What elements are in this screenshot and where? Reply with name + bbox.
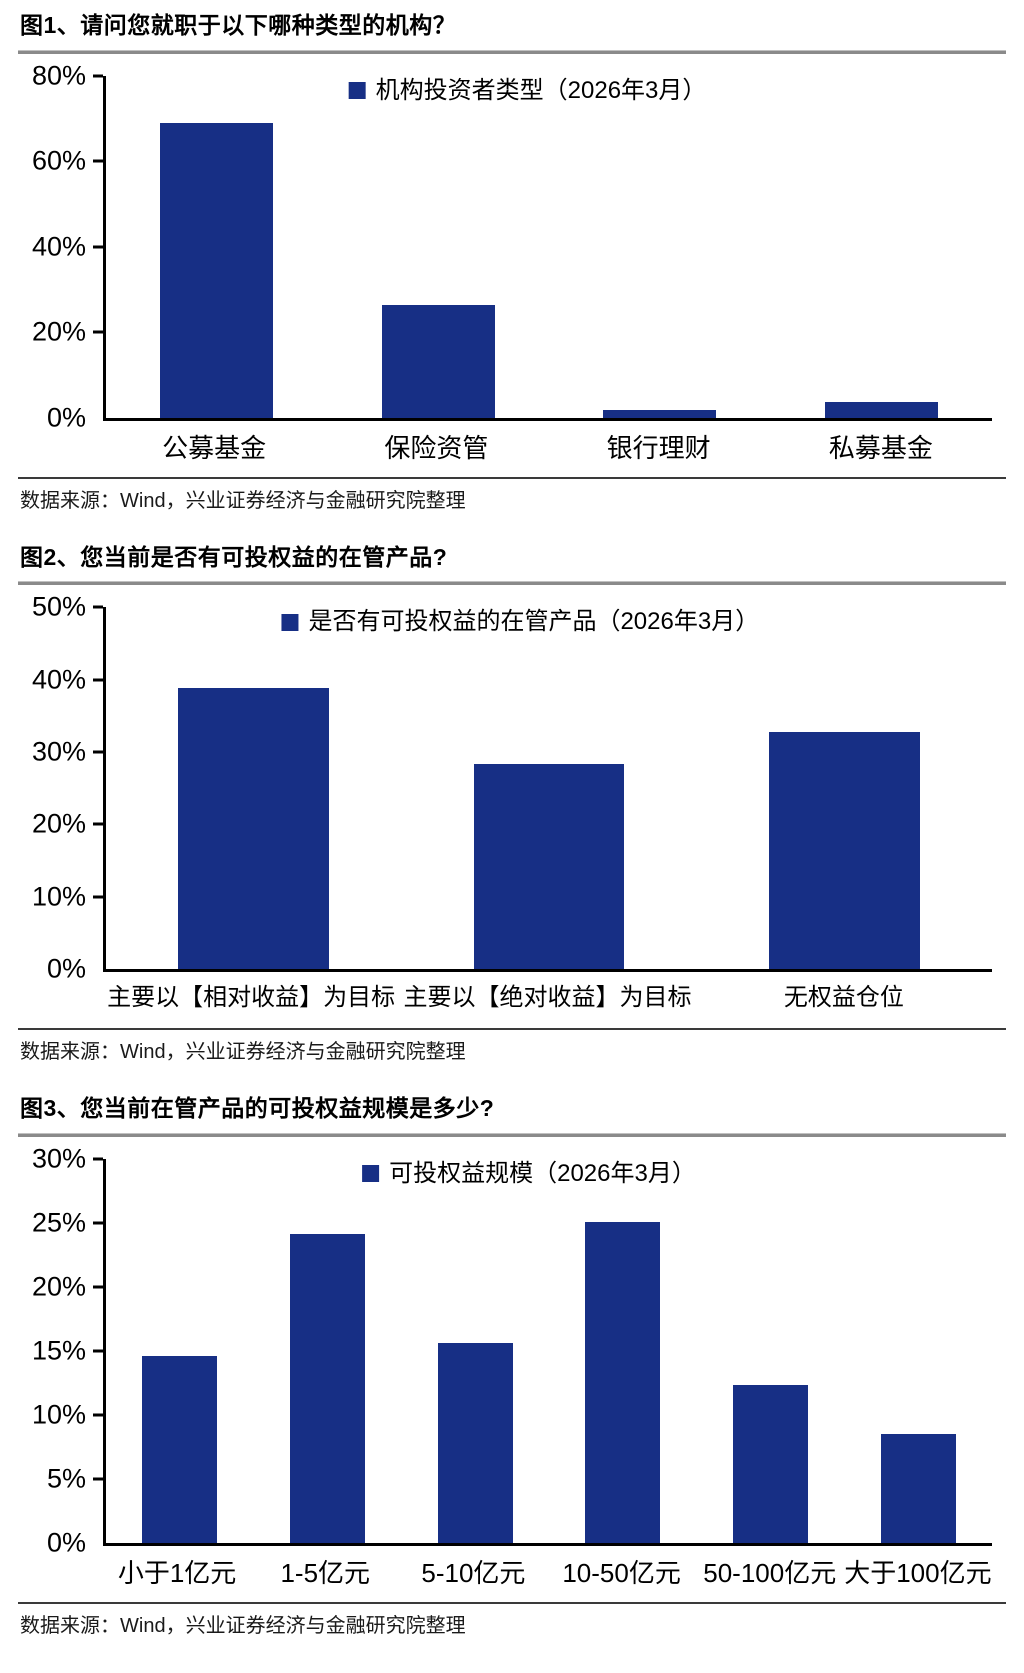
y-axis-tick-label: 10% [31, 881, 86, 912]
y-axis-tick-mark [93, 605, 103, 609]
y-axis-tick-label: 40% [31, 231, 86, 262]
bar-银行理财 [603, 409, 717, 418]
figure-1-data-source: 数据来源：Wind，兴业证券经济与金融研究院整理 [20, 489, 466, 512]
figure-2: 图2、您当前是否有可投权益的在管产品? 0% 10% 20% 30% 40% 50% 是否有… [18, 544, 1006, 1066]
bar-私募基金 [824, 401, 938, 418]
x-axis-category-label: 主要以【绝对收益】为目标 [403, 984, 692, 1012]
figure-3-bar-chart: 0% 5% 10% 15% 20% 25% 30% 可投权益规模（2026年3月） [32, 1145, 992, 1556]
bar-小于1亿元 [142, 1355, 218, 1543]
y-axis-tick-label: 30% [31, 1143, 86, 1174]
bar-主要以【绝对收益】为目标 [473, 764, 625, 970]
legend-label: 机构投资者类型（2026年3月） [375, 76, 707, 104]
y-axis-tick-mark [93, 330, 103, 334]
x-axis-category-label: 公募基金 [162, 432, 267, 463]
y-axis-tick-mark [93, 1477, 103, 1481]
x-axis-category-label: 无权益仓位 [783, 984, 904, 1012]
legend-label: 可投权益规模（2026年3月） [389, 1159, 696, 1187]
figure-1-title: 图1、请问您就职于以下哪种类型的机构？ [20, 12, 457, 38]
y-axis-tick-mark [93, 678, 103, 682]
x-axis-category-label: 保险资管 [384, 432, 489, 463]
x-axis-category-label: 大于100亿元 [844, 1557, 992, 1588]
y-axis-tick-mark [93, 1349, 103, 1353]
x-axis-category-label: 50-100亿元 [703, 1557, 837, 1588]
legend-swatch-icon [362, 1165, 380, 1183]
y-axis-tick-label: 60% [31, 145, 86, 176]
figure-3-data-source: 数据来源：Wind，兴业证券经济与金融研究院整理 [20, 1614, 466, 1637]
y-axis-tick-mark [93, 245, 103, 249]
y-axis-tick-mark [93, 750, 103, 754]
bar-大于100亿元 [880, 1433, 956, 1543]
y-axis-tick-label: 10% [31, 1399, 86, 1430]
bar-主要以【相对收益】为目标 [178, 688, 329, 970]
y-axis-tick-mark [93, 74, 103, 78]
y-axis-tick-label: 0% [46, 402, 86, 433]
y-axis-tick-mark [93, 895, 103, 899]
y-axis-tick-mark [93, 1157, 103, 1161]
y-axis-tick-mark [93, 1413, 103, 1417]
legend-swatch-icon [281, 613, 299, 631]
chart-legend: 机构投资者类型（2026年3月） [348, 76, 707, 104]
title-divider [18, 49, 1006, 54]
y-axis-tick-mark [93, 822, 103, 826]
x-axis-category-label: 私募基金 [828, 432, 933, 463]
y-axis-tick-label: 20% [31, 1271, 86, 1302]
y-axis-tick-label: 30% [31, 736, 86, 767]
bar-公募基金 [160, 123, 274, 418]
y-axis-tick-label: 5% [46, 1463, 86, 1494]
bar-1-5亿元 [289, 1234, 366, 1543]
source-divider [18, 476, 1006, 479]
y-axis-tick-label: 20% [31, 316, 86, 347]
legend-label: 是否有可投权益的在管产品（2026年3月） [308, 608, 760, 636]
y-axis-tick-label: 20% [31, 808, 86, 839]
y-axis-tick-label: 80% [31, 60, 86, 91]
figure-2-bar-chart: 0% 10% 20% 30% 40% 50% 是否有可投权益的在管产品（2026年3月） [32, 593, 992, 982]
figure-1-x-axis-labels: 公募基金 保险资管 银行理财 私募基金 [103, 421, 992, 467]
bar-5-10亿元 [437, 1343, 513, 1543]
legend-swatch-icon [348, 82, 366, 100]
x-axis-category-label: 5-10亿元 [421, 1557, 526, 1588]
figure-1-bar-chart: 0% 20% 40% 60% 80% 机构投资者类型（2026年3月） [32, 62, 992, 431]
title-divider [18, 581, 1006, 586]
title-divider [18, 1132, 1006, 1137]
source-divider [18, 1028, 1006, 1031]
bar-无权益仓位 [769, 731, 920, 970]
y-axis-tick-label: 0% [46, 1527, 86, 1558]
figure-2-x-axis-labels: 主要以【相对收益】为目标 主要以【绝对收益】为目标 无权益仓位 [103, 972, 992, 1018]
y-axis-tick-label: 15% [31, 1335, 86, 1366]
y-axis-tick-label: 50% [31, 591, 86, 622]
bar-保险资管 [381, 305, 495, 418]
figure-3: 图3、您当前在管产品的可投权益规模是多少? 0% 5% 10% 15% 20% 25% 30… [18, 1095, 1006, 1639]
chart-legend: 是否有可投权益的在管产品（2026年3月） [281, 610, 759, 634]
figure-3-title: 图3、您当前在管产品的可投权益规模是多少? [20, 1095, 495, 1122]
x-axis-category-label: 主要以【相对收益】为目标 [107, 984, 396, 1012]
y-axis-tick-mark [93, 159, 103, 163]
figure-2-data-source: 数据来源：Wind，兴业证券经济与金融研究院整理 [20, 1041, 466, 1064]
source-divider [18, 1601, 1006, 1604]
x-axis-category-label: 小于1亿元 [117, 1557, 237, 1588]
x-axis-category-label: 10-50亿元 [562, 1557, 681, 1588]
figure-1: 图1、请问您就职于以下哪种类型的机构？ 0% 20% 40% 60% 80% 机构投资者类… [18, 12, 1006, 514]
bar-50-100亿元 [732, 1385, 809, 1543]
figure-3-x-axis-labels: 小于1亿元 1-5亿元 5-10亿元 10-50亿元 50-100亿元 大于100亿元 [103, 1546, 992, 1592]
y-axis-tick-label: 40% [31, 664, 86, 695]
y-axis-tick-label: 25% [31, 1207, 86, 1238]
x-axis-category-label: 银行理财 [606, 432, 711, 463]
bar-10-50亿元 [585, 1221, 661, 1543]
y-axis-tick-mark [93, 1221, 103, 1225]
y-axis-tick-label: 0% [46, 953, 86, 984]
y-axis-tick-mark [93, 1285, 103, 1289]
chart-legend: 可投权益规模（2026年3月） [362, 1159, 696, 1187]
x-axis-category-label: 1-5亿元 [280, 1557, 371, 1588]
figure-2-title: 图2、您当前是否有可投权益的在管产品? [20, 543, 448, 570]
